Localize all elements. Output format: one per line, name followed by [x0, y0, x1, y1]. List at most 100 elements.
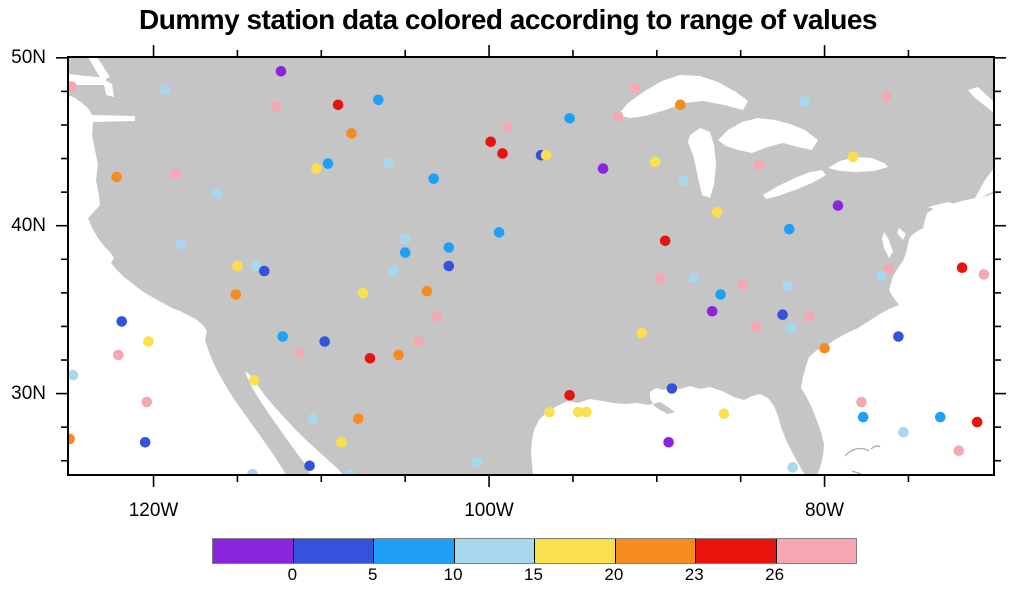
- station-dot: [883, 264, 894, 275]
- station-dot: [540, 149, 552, 161]
- station-dot: [711, 207, 723, 218]
- station-dot: [597, 163, 609, 174]
- station-dot: [971, 416, 983, 428]
- station-dot: [113, 349, 124, 361]
- colorbar-segment-20-23: [615, 539, 696, 563]
- station-dot: [819, 343, 830, 354]
- lake-michigan: [688, 128, 716, 198]
- strait-juan-de-fuca: [68, 74, 106, 85]
- map-frame: [67, 56, 995, 476]
- page-title: Dummy station data colored according to …: [139, 4, 878, 35]
- station-dot: [784, 223, 795, 235]
- station-dot: [139, 437, 151, 448]
- station-dot: [421, 285, 433, 297]
- station-dot: [876, 270, 887, 282]
- station-dot: [111, 171, 122, 183]
- y-axis-label-40N: 40N: [11, 214, 46, 236]
- strait-of-georgia: [88, 57, 110, 81]
- station-dot: [935, 411, 946, 423]
- colorbar-boundary-label-5: 5: [368, 565, 378, 584]
- station-dot: [373, 94, 384, 106]
- station-dot: [270, 101, 282, 112]
- station-dot: [564, 390, 575, 401]
- station-dot: [352, 413, 364, 425]
- station-dot: [832, 200, 844, 211]
- station-dot: [399, 233, 411, 245]
- station-dot: [706, 306, 718, 317]
- colorbar-boundary-label-0: 0: [287, 565, 298, 584]
- colorbar-boundary-label-20: 20: [604, 565, 624, 584]
- x-axis-label-80W: 80W: [805, 500, 845, 521]
- colorbar-segment-5-10: [374, 539, 455, 563]
- station-dot: [275, 66, 287, 77]
- station-dot: [248, 374, 260, 386]
- station-dot: [785, 322, 797, 334]
- station-dot: [629, 82, 641, 94]
- station-dot: [493, 227, 505, 238]
- station-dot: [232, 260, 243, 272]
- station-dot: [881, 91, 892, 102]
- station-dot: [383, 158, 394, 169]
- station-dot: [581, 406, 592, 418]
- station-dot: [277, 331, 289, 342]
- station-dot: [364, 353, 376, 364]
- station-dot: [393, 349, 404, 361]
- lake-huron: [718, 118, 818, 153]
- station-dot: [443, 242, 455, 253]
- station-dot: [247, 468, 258, 475]
- station-dot: [893, 331, 904, 342]
- colorbar-segment-0-5: [293, 539, 374, 563]
- colorbar-boundary-label-10: 10: [443, 565, 463, 584]
- station-dot: [856, 396, 867, 408]
- station-dot: [336, 437, 347, 448]
- station-dot: [654, 272, 666, 284]
- station-dot: [750, 321, 762, 332]
- station-dot: [322, 158, 334, 169]
- station-dot: [175, 238, 186, 250]
- station-dot: [443, 260, 455, 272]
- station-dot: [666, 383, 678, 394]
- station-dot: [612, 111, 624, 122]
- lake-superior: [618, 75, 748, 118]
- station-dot: [485, 136, 497, 148]
- station-dot: [572, 406, 584, 418]
- x-axis-label-120W: 120W: [128, 500, 179, 521]
- station-dot: [737, 279, 748, 290]
- station-dot: [502, 121, 513, 132]
- station-dot: [307, 413, 319, 425]
- station-dot: [230, 289, 242, 300]
- station-dot: [678, 175, 689, 186]
- station-dot: [116, 316, 127, 327]
- colorbar-segment-< 0: [213, 539, 294, 563]
- y-axis-label-30N: 30N: [11, 382, 46, 404]
- cuba-outline: [844, 447, 870, 457]
- station-dot: [68, 369, 79, 381]
- station-dot: [68, 81, 77, 92]
- station-dot: [799, 96, 810, 107]
- station-dot: [160, 84, 171, 95]
- station-dot: [311, 163, 322, 174]
- station-dot: [857, 411, 869, 423]
- station-dot: [413, 336, 424, 347]
- station-dot: [718, 408, 730, 420]
- station-dot: [304, 460, 315, 472]
- lake-erie: [763, 170, 826, 199]
- station-dot: [332, 99, 344, 111]
- lake-ontario: [828, 157, 888, 172]
- x-axis-label-100W: 100W: [464, 500, 514, 521]
- station-dot: [250, 260, 262, 272]
- st-lawrence-river: [968, 87, 994, 113]
- station-dot: [898, 426, 909, 438]
- station-dot: [143, 336, 154, 347]
- station-dot: [953, 445, 965, 457]
- gulf-of-maine: [975, 168, 994, 198]
- station-dot: [544, 406, 555, 418]
- station-dot: [564, 113, 575, 124]
- station-dot: [688, 272, 699, 284]
- station-dot: [663, 437, 674, 448]
- colorbar-boundary-label-15: 15: [524, 565, 543, 584]
- station-dot: [141, 396, 153, 408]
- station-dot: [636, 327, 647, 339]
- colorbar-boundary-label-26: 26: [765, 565, 785, 584]
